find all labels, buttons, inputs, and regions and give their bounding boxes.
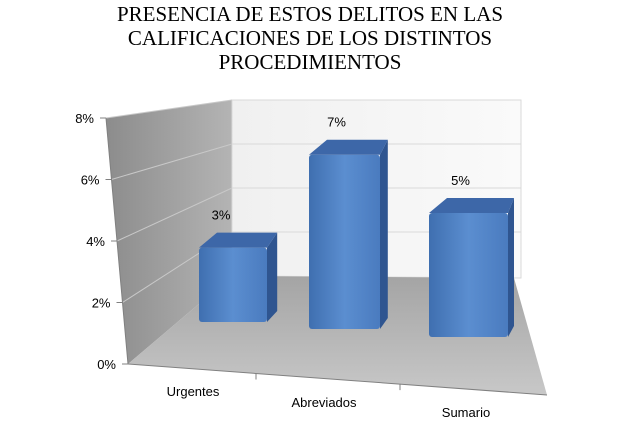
chart-title-line-2: CALIFICACIONES DE LOS DISTINTOS bbox=[127, 26, 493, 50]
y-tick-label: 0% bbox=[97, 357, 116, 372]
bar-front-face bbox=[199, 247, 267, 322]
y-tick-label: 6% bbox=[81, 173, 100, 188]
x-axis-tick-labels: Urgentes Abreviados Sumario bbox=[167, 384, 491, 420]
data-label: 7% bbox=[327, 115, 346, 130]
bar-sumario: 5% bbox=[429, 173, 514, 337]
bar-top-face bbox=[199, 232, 278, 248]
bars: 3% 7% 5% bbox=[199, 115, 514, 337]
x-tick-label: Sumario bbox=[442, 405, 490, 420]
gridline-side bbox=[105, 99, 233, 119]
data-label: 5% bbox=[451, 173, 470, 188]
y-tick-label: 4% bbox=[86, 234, 105, 249]
axes bbox=[100, 117, 548, 396]
y-tick-label: 2% bbox=[92, 296, 111, 311]
bar-side-face bbox=[267, 232, 278, 322]
y-axis-tick-labels: 0% 2% 4% 6% 8% bbox=[75, 111, 116, 372]
chart-title-line-1: PRESENCIA DE ESTOS DELITOS EN LAS bbox=[116, 2, 503, 26]
y-axis-line bbox=[105, 117, 129, 365]
data-label: 3% bbox=[212, 208, 231, 223]
bar-top-face bbox=[429, 198, 514, 213]
x-tick-label: Abreviados bbox=[291, 395, 357, 410]
gridline-side bbox=[116, 187, 233, 242]
bar-urgentes: 3% bbox=[199, 208, 278, 322]
bar-abreviados: 7% bbox=[309, 115, 388, 329]
x-axis-line bbox=[127, 363, 548, 396]
bar-front-face bbox=[429, 213, 508, 337]
gridline-side bbox=[111, 143, 233, 180]
bar-side-face bbox=[508, 198, 514, 337]
chart-title: PRESENCIA DE ESTOS DELITOS EN LAS CALIFI… bbox=[0, 2, 620, 74]
y-tick-label: 8% bbox=[75, 111, 94, 126]
bar-top-face bbox=[309, 139, 388, 155]
chart-title-line-3: PROCEDIMIENTOS bbox=[218, 50, 402, 74]
x-tick-label: Urgentes bbox=[167, 384, 220, 399]
bar-front-face bbox=[309, 154, 380, 329]
bar-side-face bbox=[380, 139, 388, 329]
